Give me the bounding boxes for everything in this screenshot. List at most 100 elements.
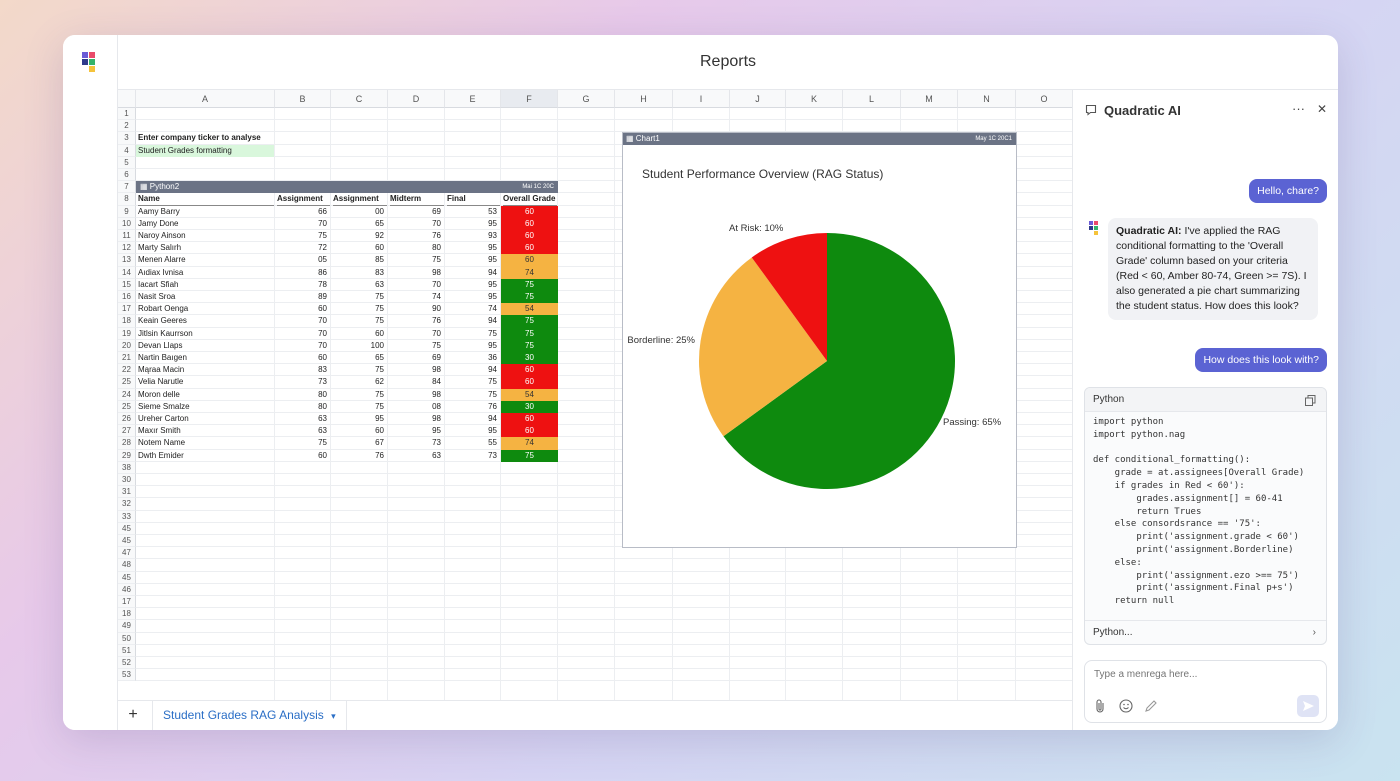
column-header-o[interactable]: O — [1016, 90, 1072, 108]
table-cell[interactable]: 76 — [375, 450, 384, 460]
table-cell[interactable]: 70 — [432, 279, 441, 289]
table-cell[interactable]: 75 — [432, 255, 441, 265]
table-cell[interactable]: Nasit Sroa — [138, 292, 176, 301]
overall-grade-cell[interactable]: 60 — [501, 205, 558, 218]
row-header[interactable]: 22 — [118, 364, 136, 377]
table-cell[interactable]: 95 — [488, 279, 497, 289]
table-cell[interactable]: 95 — [488, 218, 497, 228]
row-header[interactable]: 7 — [118, 181, 136, 194]
table-cell[interactable]: 75 — [375, 304, 384, 314]
table-cell[interactable]: 98 — [432, 267, 441, 277]
row-header[interactable]: 8 — [118, 193, 136, 206]
table-cell[interactable]: Sieme Smalze — [138, 401, 190, 411]
overall-grade-cell[interactable]: 54 — [501, 388, 558, 401]
row-header[interactable]: 29 — [118, 449, 136, 462]
table-header-cell[interactable]: Final — [447, 193, 500, 206]
row-header[interactable]: 14 — [118, 266, 136, 279]
table-cell[interactable]: 55 — [488, 438, 497, 448]
table-cell[interactable]: Marty Salırh — [138, 243, 182, 253]
overall-grade-cell[interactable]: 75 — [501, 291, 558, 304]
overall-grade-cell[interactable]: 60 — [501, 217, 558, 230]
table-cell[interactable]: Velia Narutle — [138, 377, 184, 387]
row-header[interactable]: 32 — [118, 498, 136, 511]
row-header[interactable]: 38 — [118, 461, 136, 474]
row-header[interactable]: 26 — [118, 413, 136, 426]
overall-grade-cell[interactable]: 75 — [501, 278, 558, 291]
table-cell[interactable]: 94 — [488, 414, 497, 423]
overall-grade-cell[interactable]: 75 — [501, 449, 558, 462]
quadratic-logo-icon[interactable] — [82, 52, 97, 74]
overall-grade-cell[interactable]: 60 — [501, 376, 558, 389]
table-cell[interactable]: 65 — [375, 353, 384, 362]
table-header-cell[interactable]: Overall Grade — [503, 193, 557, 206]
table-cell[interactable]: 84 — [432, 377, 441, 387]
table-cell[interactable]: 80 — [432, 243, 441, 253]
table-cell[interactable]: 75 — [432, 340, 441, 350]
prompt-label-cell[interactable]: Enter company ticker to analyse — [138, 133, 261, 143]
table-cell[interactable]: 95 — [488, 340, 497, 350]
table-cell[interactable]: Mąraa Macin — [138, 365, 185, 375]
attach-icon[interactable] — [1095, 699, 1107, 713]
row-header[interactable]: 13 — [118, 254, 136, 267]
table-cell[interactable]: 80 — [318, 389, 327, 399]
edit-icon[interactable] — [1144, 699, 1158, 713]
table-cell[interactable]: 60 — [375, 243, 384, 253]
overall-grade-cell[interactable]: 30 — [501, 352, 558, 365]
table-cell[interactable]: Ureher Carton — [138, 414, 189, 423]
row-header[interactable]: 21 — [118, 352, 136, 365]
row-header[interactable]: 4 — [118, 144, 136, 157]
table-cell[interactable]: 67 — [375, 438, 384, 448]
row-header[interactable]: 18 — [118, 315, 136, 328]
table-cell[interactable]: 36 — [488, 353, 497, 362]
table-cell[interactable]: 70 — [432, 218, 441, 228]
row-header[interactable]: 6 — [118, 169, 136, 182]
table-cell[interactable]: Keain Geeres — [138, 316, 187, 326]
table-cell[interactable]: 73 — [318, 377, 327, 387]
table-cell[interactable]: 75 — [488, 389, 497, 399]
table-cell[interactable]: 94 — [488, 365, 497, 375]
table-cell[interactable]: Maxır Smith — [138, 426, 181, 436]
overall-grade-cell[interactable]: 75 — [501, 327, 558, 340]
table-cell[interactable]: Devan Llaps — [138, 340, 183, 350]
overall-grade-cell[interactable]: 74 — [501, 266, 558, 279]
column-header-m[interactable]: M — [901, 90, 958, 108]
prompt-value-cell[interactable]: Student Grades formatting — [136, 144, 274, 157]
table-cell[interactable]: 60 — [318, 353, 327, 362]
table-cell[interactable]: 75 — [375, 365, 384, 375]
table-cell[interactable]: 75 — [375, 292, 384, 301]
table-cell[interactable]: 66 — [318, 206, 327, 216]
table-cell[interactable]: 76 — [488, 401, 497, 411]
table-cell[interactable]: 08 — [432, 401, 441, 411]
table-cell[interactable]: 75 — [375, 316, 384, 326]
table-cell[interactable]: 60 — [375, 426, 384, 436]
table-cell[interactable]: 73 — [488, 450, 497, 460]
table-header-cell[interactable]: Name — [138, 193, 274, 206]
message-input[interactable] — [1094, 669, 1314, 680]
spreadsheet-grid[interactable]: A B C D E F G H I J K L M N O 1 2 3 4 5 6 7 8 9 10 11 12 13 14 15 16 17… — [118, 90, 1072, 700]
tab-student-grades[interactable]: Student Grades RAG Analysis ▾ — [152, 701, 347, 730]
row-header[interactable]: 19 — [118, 327, 136, 340]
table-cell[interactable]: Iacart Sfiah — [138, 279, 179, 289]
column-header-d[interactable]: D — [388, 90, 445, 108]
column-header-j[interactable]: J — [730, 90, 786, 108]
table-cell[interactable]: Jitlsin Kaurrson — [138, 328, 193, 338]
table-cell[interactable]: Jamy Done — [138, 218, 179, 228]
column-header-a[interactable]: A — [136, 90, 275, 108]
table-cell[interactable]: 94 — [488, 316, 497, 326]
table-cell[interactable]: 05 — [318, 255, 327, 265]
table-cell[interactable]: 60 — [375, 328, 384, 338]
table-cell[interactable]: Dwth Emider — [138, 450, 184, 460]
table-cell[interactable]: 74 — [432, 292, 441, 301]
more-options-icon[interactable]: ··· — [1292, 101, 1305, 116]
row-header[interactable]: 50 — [118, 632, 136, 645]
python-table-header[interactable]: ▦ Python2 Mai 1C 20C — [136, 181, 558, 194]
row-header[interactable]: 30 — [118, 474, 136, 487]
column-header-k[interactable]: K — [786, 90, 843, 108]
overall-grade-cell[interactable]: 74 — [501, 437, 558, 450]
table-cell[interactable]: 93 — [488, 231, 497, 240]
table-cell[interactable]: 69 — [432, 206, 441, 216]
row-header[interactable]: 24 — [118, 388, 136, 401]
table-cell[interactable]: 63 — [318, 426, 327, 436]
table-cell[interactable]: 63 — [432, 450, 441, 460]
column-header-e[interactable]: E — [445, 90, 501, 108]
